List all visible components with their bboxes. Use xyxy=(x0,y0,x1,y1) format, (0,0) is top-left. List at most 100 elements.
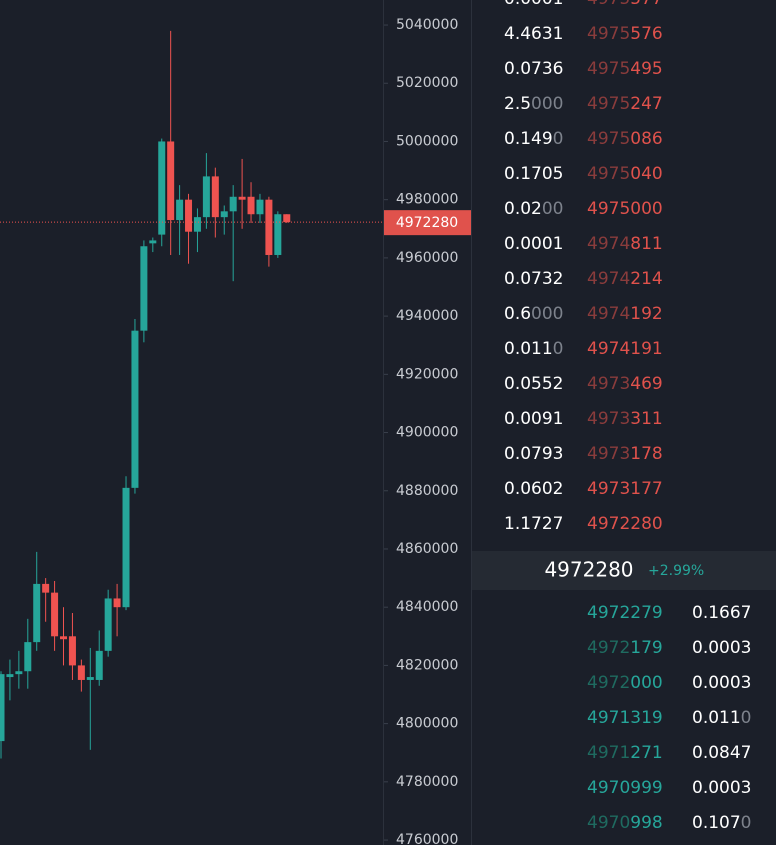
y-tick-label: 4840000 xyxy=(396,599,458,615)
text-part: 0.0602 xyxy=(504,479,563,499)
text-part: 811 xyxy=(630,234,662,254)
text-part: 4975 xyxy=(587,94,630,114)
y-tick-label: 4800000 xyxy=(396,716,458,732)
text-part: 271 xyxy=(630,743,662,763)
bid-price: 4972279 xyxy=(587,603,663,623)
ask-price: 4972280 xyxy=(587,514,663,534)
text-part: 998 xyxy=(630,813,662,833)
text-part: 4975 xyxy=(587,59,630,79)
text-part: 0.0552 xyxy=(504,374,563,394)
y-tick-label: 4960000 xyxy=(396,250,458,266)
y-tick-label: 4920000 xyxy=(396,366,458,382)
text-part: 0.02 xyxy=(504,199,542,219)
ask-price: 4973177 xyxy=(587,479,663,499)
text-part: 4972280 xyxy=(587,514,663,534)
bid-price: 4972179 xyxy=(587,638,663,658)
text-part: 576 xyxy=(630,24,662,44)
text-part: 4971 xyxy=(587,743,630,763)
y-tick-label: 4780000 xyxy=(396,774,458,790)
text-part: 4973 xyxy=(587,374,630,394)
text-part: 495 xyxy=(630,59,662,79)
y-tick-label: 5000000 xyxy=(396,133,458,149)
text-part: 4975 xyxy=(587,24,630,44)
text-part: 192 xyxy=(630,304,662,324)
candle-body xyxy=(42,583,50,593)
text-part: 4970 xyxy=(587,813,630,833)
candle-body xyxy=(256,199,264,215)
candle-body xyxy=(193,217,201,232)
ask-amount: 2.5000 xyxy=(504,94,564,114)
candle-chart: 4760000 4780000 4800000 4820000 4840000 48600… xyxy=(0,17,471,845)
text-part: 4974 xyxy=(587,234,630,254)
text-part: 0 xyxy=(553,129,564,149)
ask-amount: 0.0200 xyxy=(504,199,564,219)
last-price-tag xyxy=(384,210,471,236)
ask-amount: 1.1727 xyxy=(504,514,563,534)
candle-body xyxy=(274,214,282,255)
candle-body xyxy=(167,141,175,221)
candle-body xyxy=(149,240,157,244)
y-tick-label: 4880000 xyxy=(396,483,458,499)
ask-price: 4973311 xyxy=(587,409,663,429)
text-part: 0.0847 xyxy=(692,743,751,763)
candle-body xyxy=(211,176,219,218)
bid-amount: 0.1667 xyxy=(692,603,751,623)
text-part: 4973 xyxy=(587,409,630,429)
candle-body xyxy=(229,196,237,212)
y-tick-label: 4760000 xyxy=(396,832,458,845)
candle-body xyxy=(113,598,121,608)
text-part: 4975 xyxy=(587,0,630,9)
text-part: 000 xyxy=(531,94,563,114)
text-part: 178 xyxy=(630,444,662,464)
candle-body xyxy=(15,671,23,675)
candle-body xyxy=(158,141,166,235)
text-part: 4975 xyxy=(587,129,630,149)
ask-amount: 0.6000 xyxy=(504,304,564,324)
text-part: 4970999 xyxy=(587,778,663,798)
text-part: 2.5 xyxy=(504,94,531,114)
ask-amount: 0.0110 xyxy=(504,339,564,359)
text-part: 179 xyxy=(630,638,662,658)
bid-amount: 0.1070 xyxy=(692,813,752,833)
text-part: 4972279 xyxy=(587,603,663,623)
ask-amount: 0.0001 xyxy=(504,0,563,9)
text-part: 4972 xyxy=(587,638,630,658)
ask-amount: 0.0736 xyxy=(504,59,563,79)
text-part: 0.0001 xyxy=(504,0,563,9)
text-part: 469 xyxy=(630,374,662,394)
y-tick-label: 4820000 xyxy=(396,657,458,673)
ask-price: 4973178 xyxy=(587,444,663,464)
text-part: 1.1727 xyxy=(504,514,563,534)
bid-amount: 0.0003 xyxy=(692,638,751,658)
ask-amount: 0.1705 xyxy=(504,164,563,184)
text-part: 0.011 xyxy=(504,339,553,359)
y-tick-label: 4900000 xyxy=(396,425,458,441)
ask-amount: 0.0793 xyxy=(504,444,563,464)
mid-change: +2.99% xyxy=(648,563,704,579)
text-part: 0.1667 xyxy=(692,603,751,623)
text-part: 0.0003 xyxy=(692,778,751,798)
candle-body xyxy=(122,487,130,608)
candle-body xyxy=(238,196,246,200)
text-part: 0 xyxy=(741,813,752,833)
text-part: 4975 xyxy=(587,164,630,184)
ask-price: 4975576 xyxy=(587,24,663,44)
ask-price: 4974811 xyxy=(587,234,663,254)
text-part: 577 xyxy=(630,0,662,9)
ask-price: 4975495 xyxy=(587,59,663,79)
text-part: 0.0732 xyxy=(504,269,563,289)
ask-amount: 0.0001 xyxy=(504,234,563,254)
text-part: 000 xyxy=(531,304,563,324)
text-part: 4974 xyxy=(587,304,630,324)
ask-price: 4975040 xyxy=(587,164,663,184)
candle-body xyxy=(33,583,41,643)
candle-body xyxy=(60,636,68,640)
y-tick-label: 5040000 xyxy=(396,17,458,33)
candle-body xyxy=(176,199,184,221)
text-part: 247 xyxy=(630,94,662,114)
ask-price: 4974192 xyxy=(587,304,663,324)
text-part: 4971319 xyxy=(587,708,663,728)
y-tick-label: 4860000 xyxy=(396,541,458,557)
candle-body xyxy=(185,199,193,232)
